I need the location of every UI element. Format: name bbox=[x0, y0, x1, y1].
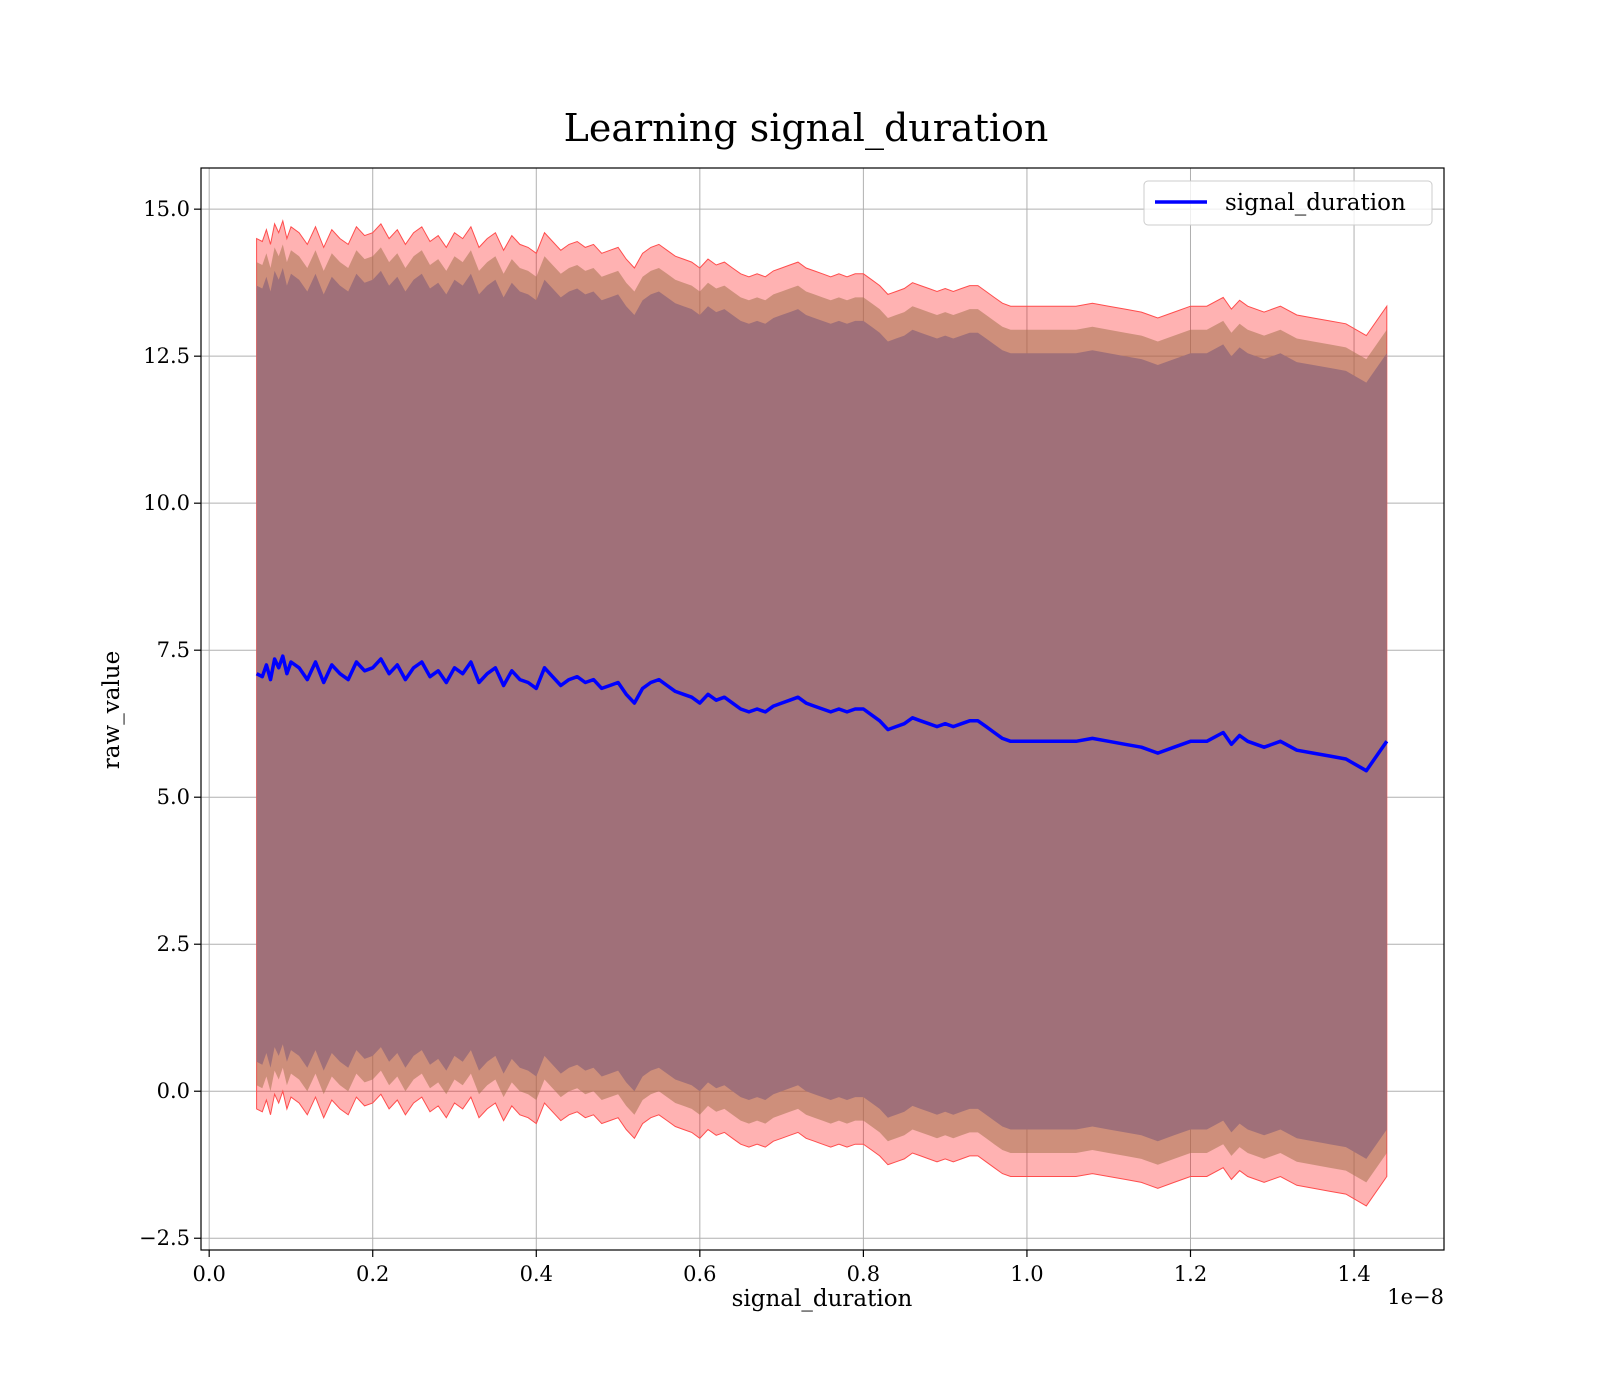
x-tick-label: 1.2 bbox=[1174, 1262, 1207, 1286]
x-axis-title: signal_duration bbox=[732, 1286, 913, 1312]
y-tick-label: 15.0 bbox=[143, 197, 190, 221]
band-inner bbox=[256, 268, 1387, 1159]
x-axis-offset-label: 1e−8 bbox=[1387, 1285, 1444, 1309]
y-tick-label: 0.0 bbox=[157, 1079, 190, 1103]
legend-box bbox=[1143, 180, 1433, 226]
chart-title: Learning signal_duration bbox=[564, 106, 1049, 151]
x-tick-label: 0.6 bbox=[683, 1262, 716, 1286]
y-tick-label: 5.0 bbox=[157, 785, 190, 809]
x-tick-label: 1.0 bbox=[1010, 1262, 1043, 1286]
legend-label: signal_duration bbox=[1225, 190, 1406, 216]
y-axis-title: raw_value bbox=[99, 651, 125, 769]
x-tick-label: 0.4 bbox=[520, 1262, 553, 1286]
series-line-signal-duration bbox=[255, 654, 1389, 773]
y-tick-label: 7.5 bbox=[157, 638, 190, 662]
y-tick-label: −2.5 bbox=[139, 1226, 190, 1250]
x-tick-label: 0.8 bbox=[847, 1262, 880, 1286]
plot-frame bbox=[200, 167, 1445, 1251]
y-tick-label: 12.5 bbox=[143, 344, 190, 368]
x-tick-label: 1.4 bbox=[1337, 1262, 1370, 1286]
y-tick-label: 10.0 bbox=[143, 491, 190, 515]
y-tick-label: 2.5 bbox=[157, 932, 190, 956]
x-tick-label: 0.2 bbox=[356, 1262, 389, 1286]
series-lines bbox=[255, 654, 1389, 773]
axis-ticks: 0.0 0.2 0.4 0.6 0.8 1.0 1.2 1.4−2.50.02.55.07.5… bbox=[139, 197, 1371, 1286]
legend: signal_duration bbox=[1143, 180, 1433, 226]
uncertainty-bands bbox=[256, 219, 1388, 1207]
x-tick-label: 0.0 bbox=[192, 1262, 225, 1286]
